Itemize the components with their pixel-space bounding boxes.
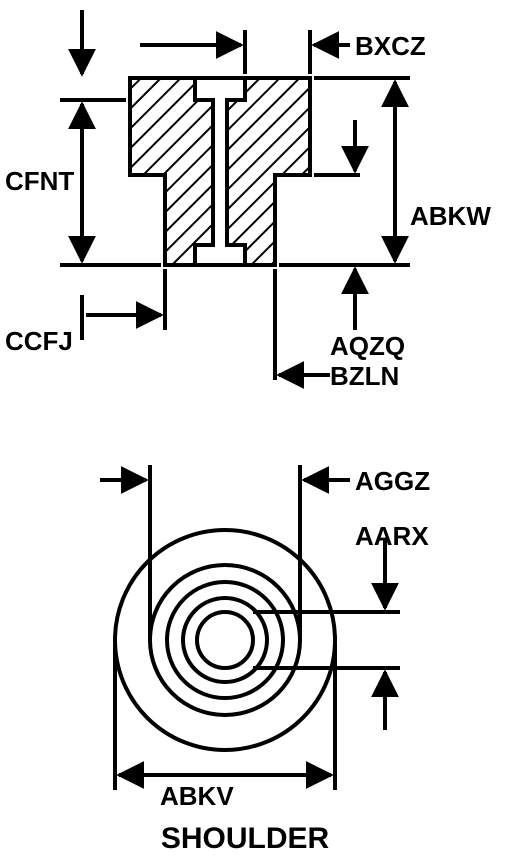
diagram-canvas: BXCZ CFNT ABKW CCF xyxy=(0,0,528,858)
dim-head-thick-arrow xyxy=(314,120,360,175)
label-abkv: ABKV xyxy=(160,781,234,811)
dim-bzln: BZLN xyxy=(275,269,399,391)
label-ccfj: CCFJ xyxy=(5,326,73,356)
label-cfnt: CFNT xyxy=(5,166,74,196)
dim-ccfj: CCFJ xyxy=(5,269,165,356)
label-aarx: AARX xyxy=(355,521,429,551)
plan-view: AGGZ AARX ABKV xyxy=(100,465,430,811)
label-aggz: AGGZ xyxy=(355,466,430,496)
dim-aqzq: AQZQ xyxy=(330,269,405,361)
dim-bxcz: BXCZ xyxy=(140,30,426,74)
label-aqzq: AQZQ xyxy=(330,331,405,361)
label-abkw: ABKW xyxy=(410,201,491,231)
circle-2 xyxy=(150,565,300,715)
diagram-title: SHOULDER xyxy=(161,822,330,855)
label-bzln: BZLN xyxy=(330,361,399,391)
label-bxcz: BXCZ xyxy=(355,31,426,61)
circle-inner xyxy=(197,612,253,668)
section-view: BXCZ CFNT ABKW CCF xyxy=(5,10,491,391)
